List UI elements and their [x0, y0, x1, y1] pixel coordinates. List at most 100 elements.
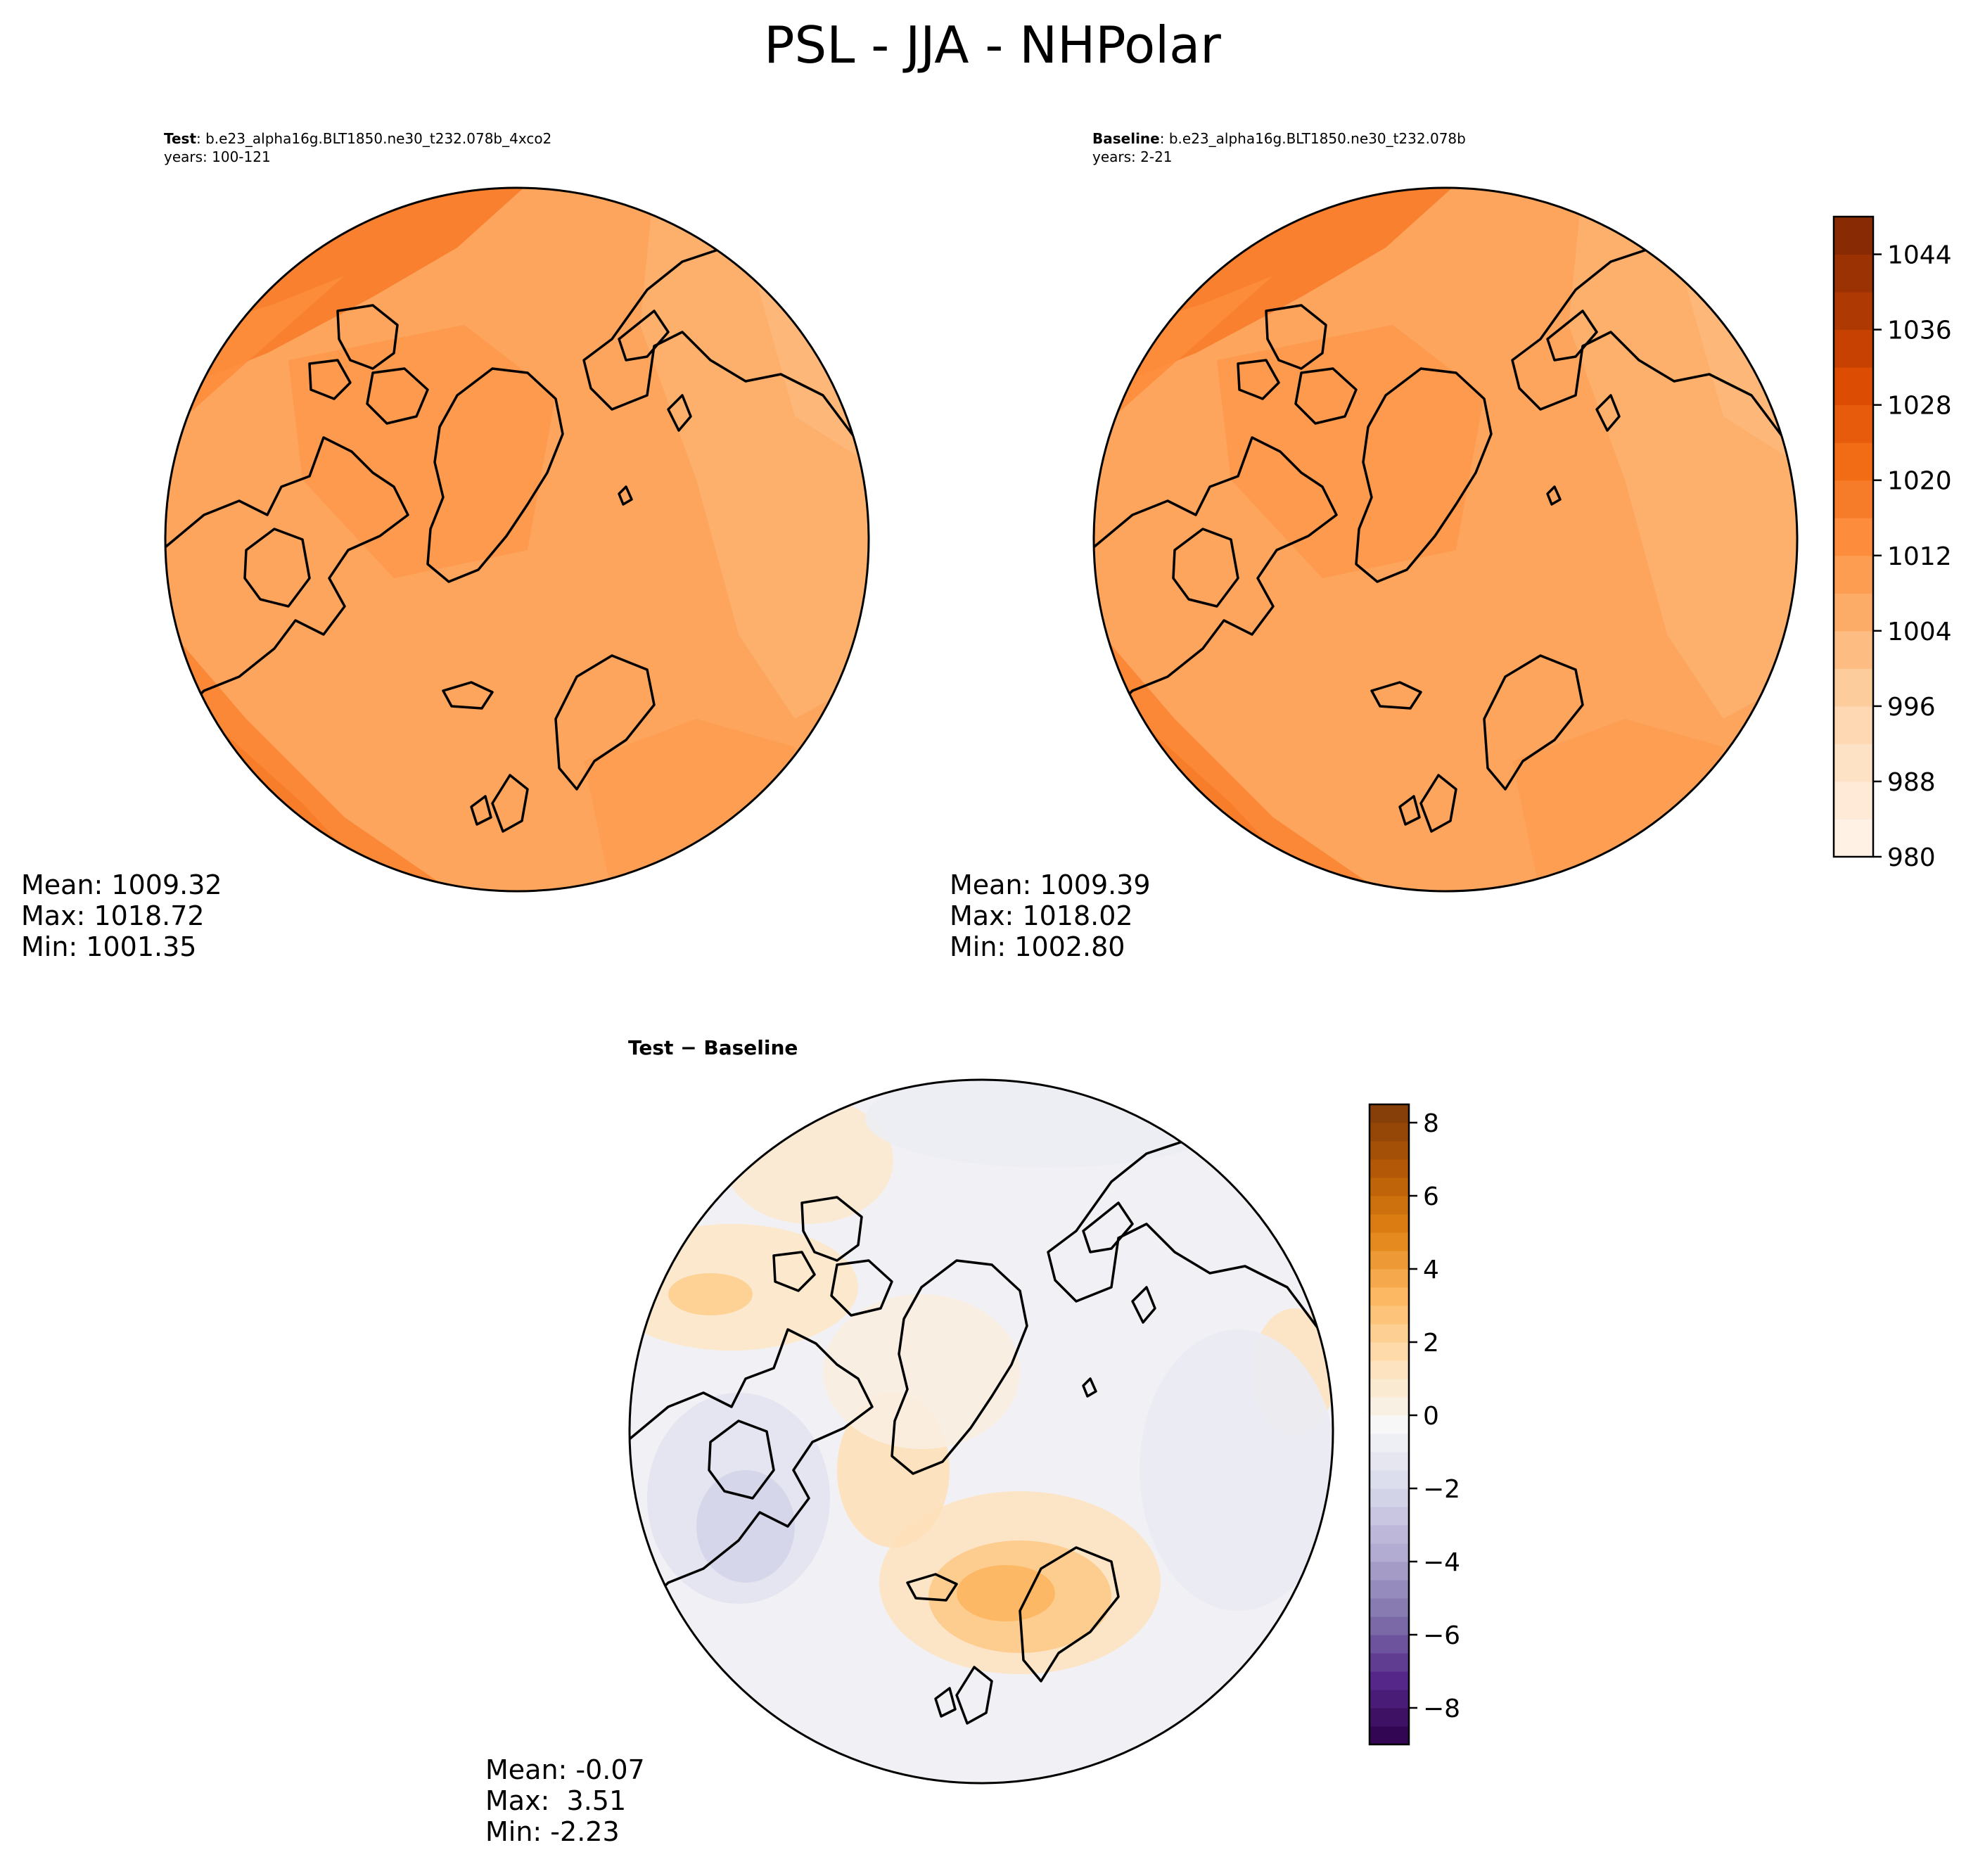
baseline-min: Min: 1002.80 [950, 931, 1125, 962]
diff-map-contour-fill [823, 1294, 1020, 1449]
test-map-coastline [243, 528, 311, 608]
absolute-colorbar-tick-label: 1044 [1887, 241, 1952, 270]
baseline-map-map-boundary [1092, 186, 1799, 893]
absolute-colorbar-segment [1834, 706, 1873, 744]
difference-colorbar-tick-label: 2 [1423, 1329, 1439, 1358]
test-max: Max: 1018.72 [21, 900, 205, 931]
test-map-coastline [336, 304, 399, 370]
baseline-map-coastline [1265, 304, 1327, 370]
difference-colorbar-segment [1370, 1690, 1409, 1709]
diff-map-coastline [772, 1251, 816, 1292]
difference-colorbar-segment [1370, 1525, 1409, 1544]
difference-colorbar-tick-label: −2 [1423, 1475, 1460, 1504]
test-map-map-boundary [164, 186, 870, 893]
baseline-polar-map [1092, 186, 1799, 893]
baseline-map-coastline [1595, 394, 1621, 432]
diff-panel-title: Test − Baseline [628, 1036, 798, 1059]
absolute-colorbar-tick-label: 1036 [1887, 317, 1952, 345]
absolute-colorbar-tick-label: 1012 [1887, 542, 1952, 571]
baseline-map-coastline [1237, 359, 1280, 400]
diff-map-contour-fill [1140, 1329, 1333, 1611]
difference-colorbar-segment [1370, 1580, 1409, 1599]
test-map-coastline [491, 774, 529, 833]
baseline-map-coastline [1398, 795, 1421, 826]
baseline-map-coastline [1355, 367, 1493, 583]
absolute-colorbar-tick-label: 1020 [1887, 467, 1952, 496]
diff-polar-map [628, 1078, 1334, 1785]
baseline-case-name: : b.e23_alpha16g.BLT1850.ne30_t232.078b [1159, 130, 1466, 147]
absolute-colorbar-segment [1834, 518, 1873, 556]
difference-colorbar-segment [1370, 1214, 1409, 1233]
diff-map-coastline [708, 1419, 775, 1500]
difference-colorbar-segment [1370, 1324, 1409, 1343]
difference-colorbar-tick-label: 0 [1423, 1402, 1439, 1431]
difference-colorbar-segment [1370, 1123, 1409, 1142]
absolute-colorbar-segment [1834, 555, 1873, 594]
baseline-panel-header: Baseline: b.e23_alpha16g.BLT1850.ne30_t2… [1092, 129, 1466, 166]
baseline-map-contour-fill [1217, 325, 1484, 578]
diff-map-contour-fill [865, 1080, 1231, 1168]
test-map-contour-fill [288, 325, 556, 578]
absolute-colorbar-tick-label: 1028 [1887, 392, 1952, 421]
absolute-colorbar-segment [1834, 630, 1873, 669]
test-map-coastline [618, 485, 633, 506]
diff-map-coastline [1082, 1377, 1097, 1398]
difference-colorbar-tick-label: −6 [1423, 1621, 1460, 1650]
absolute-colorbar-segment [1834, 404, 1873, 443]
test-years: years: 100-121 [164, 148, 271, 165]
difference-colorbar-segment [1370, 1507, 1409, 1526]
difference-colorbar-segment [1370, 1635, 1409, 1654]
absolute-colorbar-segment [1834, 593, 1873, 632]
baseline-mean: Mean: 1009.39 [950, 869, 1151, 900]
baseline-map-coastline [1094, 436, 1338, 720]
absolute-colorbar-frame [1832, 215, 1875, 858]
diff-map-coastline [830, 1259, 893, 1317]
diff-map-coastline [955, 1666, 993, 1725]
difference-colorbar-segment [1370, 1488, 1409, 1507]
diff-map-contour-fill [696, 1470, 795, 1583]
diff-map-contour-fill [957, 1565, 1055, 1621]
test-label: Test [164, 130, 197, 147]
difference-colorbar-tick-label: −8 [1423, 1695, 1460, 1723]
diff-mean: Mean: -0.07 [485, 1754, 645, 1785]
test-map-coastline [308, 359, 352, 400]
baseline-max: Max: 1018.02 [950, 900, 1133, 931]
baseline-map-coastline [1294, 367, 1358, 425]
diff-map-coastline [1019, 1546, 1120, 1683]
test-panel-header: Test: b.e23_alpha16g.BLT1850.ne30_t232.0… [164, 129, 551, 166]
absolute-colorbar-tick-label: 980 [1887, 843, 1936, 872]
diff-map-coastline [630, 1328, 874, 1612]
difference-colorbar-segment [1370, 1434, 1409, 1453]
baseline-label: Baseline [1092, 130, 1160, 147]
absolute-colorbar-segment [1834, 480, 1873, 518]
baseline-map-coastline [1546, 485, 1562, 506]
test-map-coastline [470, 795, 492, 826]
diff-map-map-boundary [628, 1078, 1334, 1785]
difference-colorbar-segment [1370, 1360, 1409, 1379]
test-min: Min: 1001.35 [21, 931, 197, 962]
test-map-coastline [442, 681, 494, 710]
difference-colorbar-tick-label: −4 [1423, 1548, 1460, 1577]
absolute-colorbar-segment [1834, 254, 1873, 293]
difference-colorbar-segment [1370, 1379, 1409, 1398]
difference-colorbar-segment [1370, 1178, 1409, 1197]
test-polar-map [164, 186, 870, 893]
difference-colorbar-tick-label: 6 [1423, 1182, 1439, 1211]
difference-colorbar-segment [1370, 1141, 1409, 1160]
absolute-colorbar-segment [1834, 744, 1873, 782]
difference-colorbar-segment [1370, 1708, 1409, 1727]
diff-map-coastline [891, 1259, 1028, 1475]
test-map-coastlines [165, 225, 867, 833]
test-map-coastline [366, 367, 429, 425]
test-map-coastline [426, 367, 564, 583]
test-map-coastline [165, 436, 409, 720]
baseline-map-coastline [1172, 528, 1239, 608]
difference-colorbar-segment [1370, 1653, 1409, 1672]
difference-colorbar-segment [1370, 1342, 1409, 1361]
difference-colorbar-segment [1370, 1306, 1409, 1325]
difference-colorbar-segment [1370, 1397, 1409, 1416]
diff-map-coastline [1131, 1286, 1156, 1324]
difference-colorbar-segment [1370, 1415, 1409, 1434]
baseline-map-coastline [1546, 310, 1598, 362]
absolute-colorbar-segment [1834, 367, 1873, 406]
